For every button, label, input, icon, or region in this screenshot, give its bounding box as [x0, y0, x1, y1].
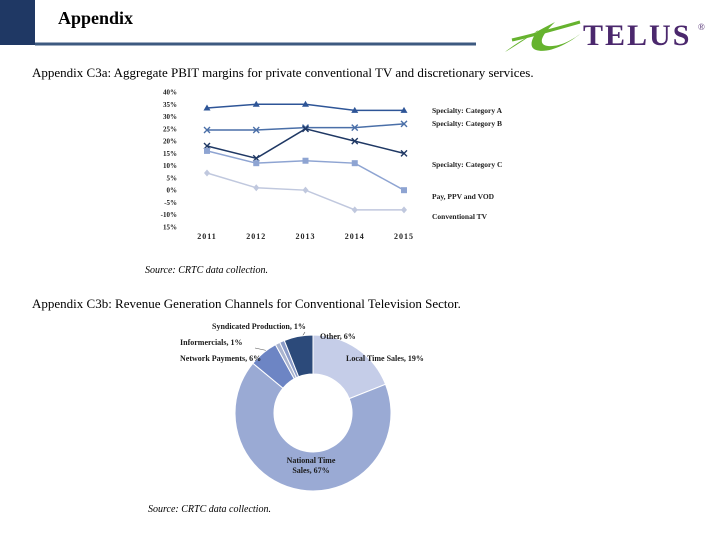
- legend-label: Conventional TV: [432, 212, 488, 221]
- marker: [400, 120, 408, 128]
- pie-label: Other, 6%: [320, 332, 356, 341]
- marker: [351, 106, 359, 113]
- y-tick-label: -10%: [161, 211, 177, 219]
- y-tick-label: 30%: [163, 113, 177, 121]
- marker: [351, 160, 358, 167]
- page-title: Appendix: [58, 8, 134, 28]
- marker: [400, 106, 408, 113]
- y-tick-label: 25%: [163, 125, 177, 133]
- marker: [302, 125, 309, 133]
- pie-label: Syndicated Production, 1%: [212, 322, 306, 331]
- line-chart: 40% 35% 30% 25% 20% 15% 10% 5% 0% -5% -10% 15% 2011 2…: [161, 89, 503, 242]
- marker: [351, 124, 359, 132]
- marker: [302, 157, 309, 164]
- marker: [252, 100, 260, 107]
- logo-swoosh-line: [511, 20, 581, 42]
- pie-label: Informercials, 1%: [180, 338, 243, 347]
- y-tick-label: 15%: [163, 150, 177, 158]
- logo-text: TELUS: [583, 19, 691, 52]
- marker: [204, 147, 210, 154]
- pie-chart: [234, 331, 392, 492]
- marker: [253, 184, 260, 192]
- header-block: [0, 0, 35, 45]
- x-tick-label: 2011: [197, 232, 217, 241]
- x-tick-label: 2014: [345, 232, 365, 241]
- pie-slice: [283, 334, 314, 378]
- logo-swoosh: [505, 22, 580, 52]
- y-tick-label: 5%: [167, 174, 178, 182]
- source: Source: CRTC data collection.: [148, 504, 271, 515]
- marker: [302, 186, 309, 194]
- source: Source: CRTC data collection.: [145, 265, 268, 276]
- marker: [252, 126, 260, 134]
- marker: [204, 169, 210, 177]
- pie-label: Network Payments, 6%: [180, 354, 262, 363]
- marker: [203, 126, 211, 134]
- pie-slice: [234, 362, 392, 492]
- logo-mark: ®: [698, 22, 705, 32]
- marker: [351, 137, 359, 145]
- series-line: [206, 128, 405, 160]
- marker: [302, 100, 309, 107]
- marker: [401, 206, 407, 214]
- legend-label: Pay, PPV and VOD: [432, 192, 495, 201]
- pie-label: National Time Sales, 67%: [286, 456, 336, 475]
- y-tick-label: 40%: [163, 89, 177, 97]
- caption: Appendix C3b: Revenue Generation Channel…: [32, 296, 461, 311]
- x-tick-label: 2013: [296, 232, 316, 241]
- x-tick-label: 2015: [394, 232, 414, 241]
- legend-label: Specialty: Category A: [432, 106, 503, 115]
- y-tick-label: 15%: [163, 224, 177, 232]
- y-tick-label: -5%: [164, 199, 177, 207]
- marker: [203, 104, 211, 111]
- marker: [253, 160, 260, 167]
- y-tick-label: 0%: [167, 187, 178, 195]
- y-tick-label: 10%: [163, 162, 177, 170]
- marker: [351, 206, 358, 214]
- series-line: [206, 150, 405, 191]
- caption: Appendix C3a: Aggregate PBIT margins for…: [32, 65, 534, 80]
- y-tick-label: 35%: [163, 101, 177, 109]
- pie-label: Local Time Sales, 19%: [346, 354, 424, 363]
- legend-label: Specialty: Category B: [432, 119, 502, 128]
- marker: [400, 149, 408, 157]
- y-tick-label: 20%: [163, 138, 177, 146]
- x-tick-label: 2012: [246, 232, 266, 241]
- legend-label: Specialty: Category C: [432, 160, 502, 169]
- marker: [401, 187, 407, 194]
